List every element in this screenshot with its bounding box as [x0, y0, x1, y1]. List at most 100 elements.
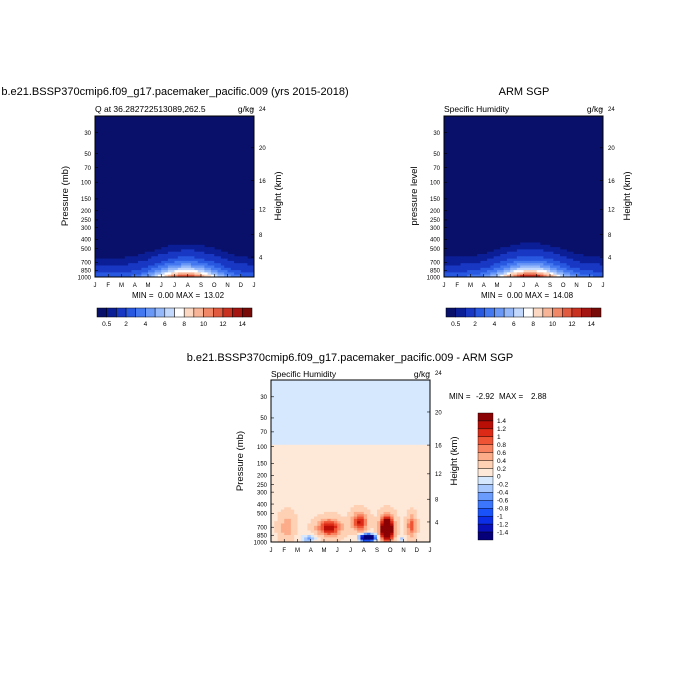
contour-cell [360, 521, 365, 524]
contour-cell [337, 488, 341, 492]
contour-cell [377, 514, 381, 517]
contour-cell [230, 258, 235, 262]
contour-cell [426, 532, 430, 536]
contour-cell [516, 249, 521, 253]
contour-cell [181, 265, 185, 269]
contour-cell [333, 481, 338, 485]
contour-cell [396, 447, 401, 450]
contour-cell [506, 256, 511, 259]
contour-cell [274, 380, 278, 383]
contour-cell [350, 537, 355, 541]
contour-cell [426, 488, 430, 492]
contour-cell [138, 254, 142, 257]
contour-cell [450, 265, 455, 269]
contour-cell [416, 535, 421, 538]
contour-cell [300, 500, 305, 504]
contour-cell [274, 384, 278, 388]
contour-cell [393, 456, 398, 460]
contour-cell [523, 254, 528, 257]
contour-cell [380, 428, 384, 432]
contour-cell [290, 495, 295, 499]
contour-cell [516, 251, 521, 255]
contour-cell [347, 407, 351, 411]
contour-cell [426, 435, 430, 439]
contour-cell [380, 412, 384, 416]
contour-cell [271, 537, 275, 541]
contour-cell [406, 539, 411, 542]
contour-cell [347, 472, 351, 476]
contour-cell [420, 454, 424, 457]
contour-cell [300, 539, 305, 542]
contour-cell [333, 502, 338, 506]
contour-cell [363, 396, 368, 399]
contour-cell [284, 386, 288, 390]
contour-cell [593, 265, 597, 269]
contour-cell [310, 454, 315, 457]
contour-cell [483, 260, 488, 264]
contour-cell [353, 511, 358, 515]
contour-cell [363, 495, 368, 499]
contour-cell [373, 421, 378, 425]
contour-cell [287, 495, 292, 499]
contour-cell [420, 405, 424, 409]
contour-cell [523, 249, 528, 253]
contour-cell [343, 400, 348, 404]
contour-cell [114, 260, 119, 264]
contour-cell [144, 274, 149, 277]
contour-cell [386, 493, 391, 497]
contour-cell [304, 493, 308, 497]
contour-cell [330, 530, 335, 534]
contour-cell [483, 258, 488, 262]
contour-cell [274, 437, 278, 441]
contour-cell [373, 486, 378, 490]
contour-cell [191, 260, 195, 264]
contour-cell [403, 472, 408, 476]
contour-cell [363, 407, 368, 411]
contour-cell [393, 518, 398, 522]
contour-cell [277, 419, 282, 423]
contour-cell [396, 495, 401, 499]
contour-cell [463, 263, 468, 266]
contour-cell [360, 461, 365, 464]
contour-cell [423, 528, 428, 531]
contour-cell [406, 430, 411, 434]
contour-cell [540, 247, 544, 250]
contour-cell [357, 456, 361, 460]
contour-cell [386, 488, 391, 492]
contour-cell [187, 260, 192, 264]
contour-cell [307, 400, 312, 404]
contour-cell [347, 456, 351, 460]
contour-cell [569, 256, 574, 259]
contour-cell [290, 398, 295, 402]
contour-cell [350, 433, 355, 436]
contour-cell [280, 407, 285, 411]
contour-cell [380, 444, 384, 448]
contour-cell [304, 528, 308, 531]
contour-cell [181, 272, 185, 276]
contour-cell [343, 481, 348, 485]
contour-cell [224, 260, 228, 264]
contour-cell [131, 256, 136, 259]
contour-cell [300, 477, 305, 480]
contour-cell [370, 470, 375, 473]
contour-cell [383, 518, 388, 522]
contour-cell [553, 267, 557, 271]
contour-cell [367, 516, 371, 520]
contour-cell [406, 382, 411, 385]
contour-cell [380, 430, 384, 434]
contour-cell [410, 396, 414, 399]
contour-cell [333, 530, 338, 534]
contour-cell [416, 405, 421, 409]
contour-cell [204, 272, 208, 276]
contour-cell [280, 470, 285, 473]
contour-cell [386, 484, 391, 487]
contour-cell [390, 500, 394, 504]
contour-cell [290, 430, 295, 434]
contour-cell [426, 440, 430, 443]
contour-cell [271, 407, 275, 411]
contour-cell [467, 272, 471, 276]
contour-cell [353, 539, 358, 542]
contour-cell [559, 256, 564, 259]
contour-cell [343, 491, 348, 494]
